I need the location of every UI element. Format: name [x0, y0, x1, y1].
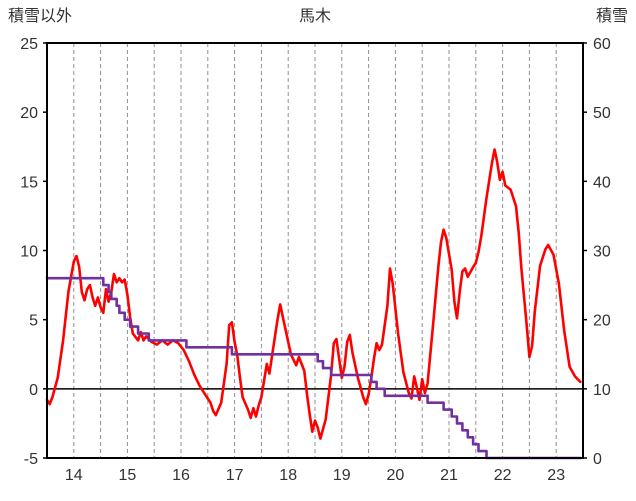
- right-axis-ticks: 60 50 40 30 20 10 0: [583, 36, 611, 468]
- x-tick-label: 22: [494, 467, 512, 484]
- left-tick-label: 15: [20, 174, 38, 191]
- right-tick-label: 40: [593, 174, 611, 191]
- right-tick-label: 0: [593, 451, 602, 468]
- left-tick-label: 10: [20, 244, 38, 261]
- right-tick-label: 60: [593, 36, 611, 53]
- left-tick-label: 25: [20, 36, 38, 53]
- right-axis-title: 積雪: [596, 7, 628, 25]
- left-tick-label: 5: [29, 313, 38, 330]
- x-tick-label: 18: [279, 467, 297, 484]
- x-tick-label: 15: [119, 467, 137, 484]
- right-tick-label: 50: [593, 105, 611, 122]
- x-tick-label: 14: [65, 467, 83, 484]
- series-line-sonota: [45, 148, 582, 440]
- left-tick-label: 0: [29, 382, 38, 399]
- right-tick-label: 30: [593, 244, 611, 261]
- series-line-sekisetsu: [45, 276, 582, 460]
- chart-title: 馬木: [299, 7, 331, 25]
- x-tick-label: 23: [547, 467, 565, 484]
- left-axis-title: 積雪以外: [8, 7, 72, 25]
- grid-lines: [47, 43, 583, 458]
- left-axis-ticks: 25 20 15 10 5 0 -5: [20, 36, 47, 468]
- left-tick-label: -5: [24, 451, 38, 468]
- x-axis-ticks: 14 15 16 17 18 19 20 21 22 23: [65, 467, 565, 484]
- x-tick-label: 21: [440, 467, 458, 484]
- series-lines: [45, 148, 582, 460]
- x-tick-label: 20: [387, 467, 405, 484]
- left-tick-label: 20: [20, 105, 38, 122]
- x-tick-label: 16: [172, 467, 190, 484]
- right-tick-label: 10: [593, 382, 611, 399]
- right-tick-label: 20: [593, 313, 611, 330]
- x-tick-label: 17: [226, 467, 244, 484]
- x-tick-label: 19: [333, 467, 351, 484]
